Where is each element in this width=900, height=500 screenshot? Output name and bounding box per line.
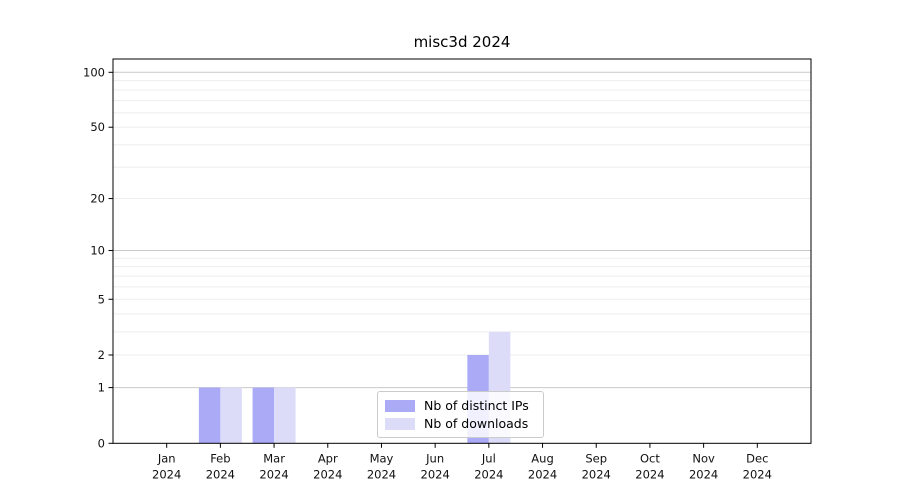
legend-swatch-downloads [385,417,415,430]
x-tick-label-feb: Feb [210,451,230,465]
x-tick-year-may: 2024 [367,467,396,481]
x-tick-label-jul: Jul [481,451,496,465]
y-tick-label-5: 5 [98,292,105,306]
y-major-gridlines [113,71,811,389]
legend-label-distinct-ips: Nb of distinct IPs [424,398,529,413]
axes-spines [112,58,812,444]
legend-item-distinct-ips: Nb of distinct IPs [385,398,534,413]
x-tick-year-oct: 2024 [635,467,664,481]
x-tick-year-jul: 2024 [474,467,503,481]
bar-mar-0 [252,387,275,444]
y-axis-labels: 0 1 2 5 10 20 50 100 [83,65,105,450]
x-tick-label-nov: Nov [692,451,715,465]
x-tick-year-feb: 2024 [206,467,235,481]
x-tick-label-oct: Oct [640,451,660,465]
x-tick-year-mar: 2024 [259,467,288,481]
bar-feb-0 [198,387,221,444]
x-tick-year-jun: 2024 [421,467,450,481]
y-tick-label-0: 0 [98,436,105,450]
x-tick-label-apr: Apr [318,451,338,465]
x-tick-year-dec: 2024 [743,467,772,481]
legend-swatch-distinct-ips [385,399,415,412]
x-tick-year-sep: 2024 [582,467,611,481]
x-tick-label-jun: Jun [425,451,444,465]
x-axis-ticks [166,443,758,448]
x-tick-year-jan: 2024 [152,467,181,481]
x-tick-label-dec: Dec [746,451,768,465]
legend-label-downloads: Nb of downloads [424,416,529,431]
chart-title: misc3d 2024 [413,33,511,51]
y-tick-label-1: 1 [98,381,105,395]
y-tick-label-20: 20 [90,192,105,206]
x-tick-label-sep: Sep [585,451,607,465]
x-tick-year-apr: 2024 [313,467,342,481]
x-tick-year-nov: 2024 [689,467,718,481]
y-axis-ticks [108,71,113,444]
x-tick-year-aug: 2024 [528,467,557,481]
y-tick-label-100: 100 [83,65,105,79]
x-tick-label-mar: Mar [263,451,285,465]
legend-item-downloads: Nb of downloads [385,416,534,431]
y-tick-label-50: 50 [90,120,105,134]
x-axis-labels: Jan 2024 Feb 2024 Mar 2024 Apr 2024 May 2024 Jun 20… [152,451,772,481]
x-tick-label-jan: Jan [157,451,176,465]
y-tick-label-10: 10 [90,244,105,258]
bar-feb-1 [220,387,242,444]
bar-mar-1 [274,387,296,444]
x-tick-label-aug: Aug [531,451,553,465]
y-minor-gridlines [113,80,811,356]
y-tick-label-2: 2 [98,348,105,362]
legend: Nb of distinct IPs Nb of downloads [377,391,544,438]
x-tick-label-may: May [370,451,394,465]
